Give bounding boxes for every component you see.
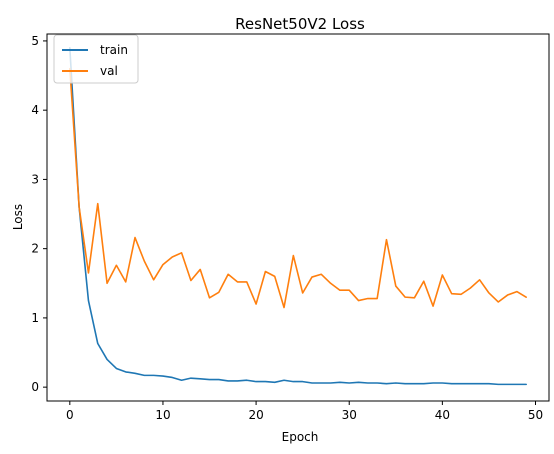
y-tick-label: 2 [31,242,39,256]
x-tick-label: 30 [342,408,357,422]
axes-layer: 0 10 20 30 40 50 0 1 2 3 4 5 [31,33,550,422]
series-line-train [69,47,527,386]
y-tick-label: 4 [31,103,39,117]
chart-title: ResNet50V2 Loss [235,15,365,33]
x-axis-label: Epoch [282,430,319,444]
axes-frame [46,33,550,402]
x-tick-label: 20 [248,408,263,422]
x-tick-label: 0 [66,408,74,422]
x-tick-label: 50 [528,408,543,422]
x-tick-label: 10 [155,408,170,422]
x-tick-label: 40 [435,408,450,422]
y-tick-label: 5 [31,34,39,48]
legend: train val [53,34,139,84]
plot-area: 0 10 20 30 40 50 0 1 2 3 4 5 [31,33,550,422]
y-axis-label: Loss [11,204,25,230]
legend-label-train: train [100,43,128,57]
y-tick-label: 1 [31,311,39,325]
y-tick-label: 0 [31,380,39,394]
legend-label-val: val [100,64,118,78]
series-layer [69,47,527,386]
y-tick-label: 3 [31,172,39,186]
series-line-val [69,67,527,309]
